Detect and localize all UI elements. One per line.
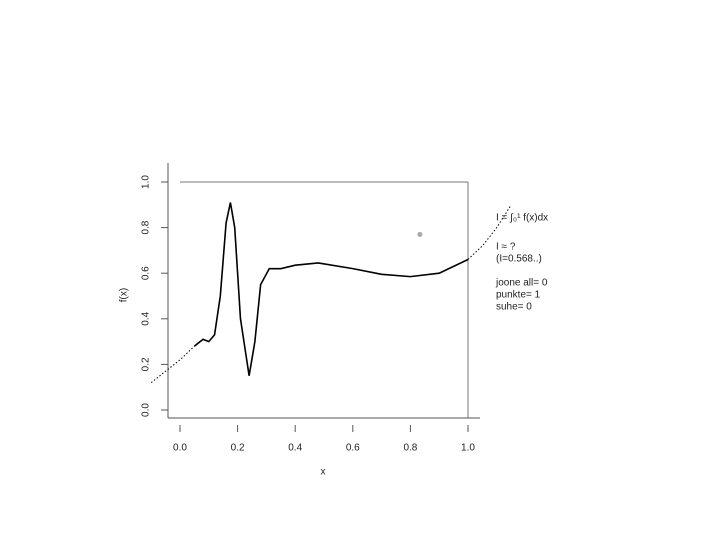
x-tick-label: 1.0 <box>461 443 475 454</box>
x-tick-label: 0.2 <box>231 443 245 454</box>
curve <box>467 204 512 260</box>
y-tick-label: 1.0 <box>141 175 152 189</box>
x-tick-label: 0.0 <box>173 443 187 454</box>
annotation: I = ∫₀¹ f(x)dx <box>496 213 548 224</box>
y-tick-label: 0.2 <box>141 357 152 371</box>
x-tick-label: 0.6 <box>346 443 360 454</box>
y-tick-label: 0.6 <box>141 266 152 280</box>
annotation: suhe= 0 <box>496 302 532 313</box>
curve <box>193 202 469 376</box>
y-tick-label: 0.0 <box>141 403 152 417</box>
y-axis-label: f(x) <box>119 288 130 302</box>
curve <box>150 345 195 384</box>
x-tick-label: 0.4 <box>288 443 302 454</box>
annotation: I ≈ ? <box>496 242 516 253</box>
y-tick-label: 0.8 <box>141 220 152 234</box>
x-tick-label: 0.8 <box>403 443 417 454</box>
annotation: (I=0.568..) <box>496 254 542 265</box>
sample-point <box>417 231 423 237</box>
annotation: joone all= 0 <box>495 278 548 289</box>
x-axis-label: x <box>321 467 326 478</box>
y-tick-label: 0.4 <box>141 311 152 325</box>
annotation: punkte= 1 <box>496 290 541 301</box>
